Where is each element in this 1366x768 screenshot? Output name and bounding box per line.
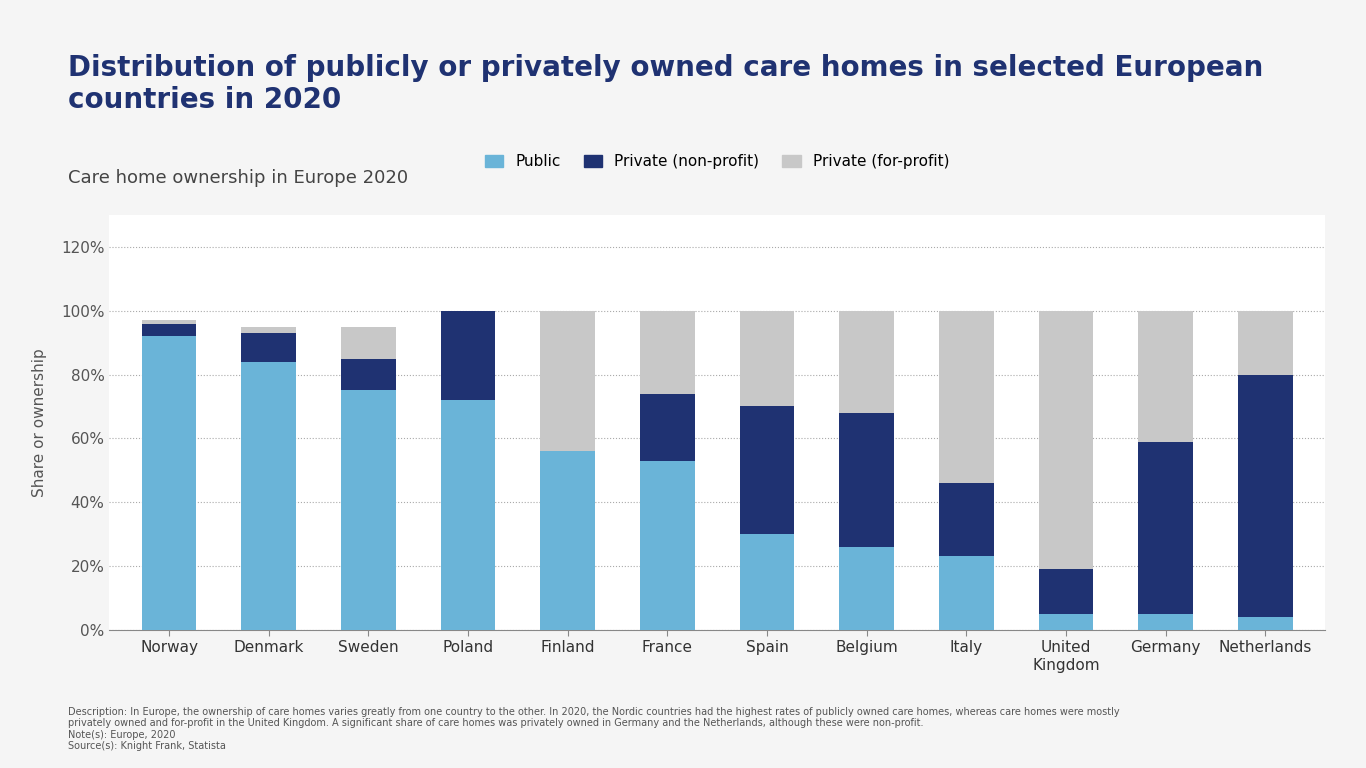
Bar [242, 362, 296, 630]
Bar [1238, 617, 1292, 630]
Bar [242, 333, 296, 362]
Bar [639, 461, 695, 630]
Bar [938, 556, 993, 630]
Bar [839, 311, 893, 413]
Bar [639, 394, 695, 461]
Bar [739, 534, 795, 630]
Bar [1238, 375, 1292, 617]
Bar [739, 406, 795, 534]
Text: Distribution of publicly or privately owned care homes in selected European
coun: Distribution of publicly or privately ow… [68, 54, 1264, 114]
Bar [142, 336, 197, 630]
Bar [242, 326, 296, 333]
Bar [541, 311, 596, 451]
Bar [342, 326, 396, 359]
Bar [1138, 311, 1193, 442]
Bar [1038, 311, 1093, 569]
Bar [739, 311, 795, 406]
Bar [639, 311, 695, 394]
Bar [839, 547, 893, 630]
Bar [342, 390, 396, 630]
Text: Description: In Europe, the ownership of care homes varies greatly from one coun: Description: In Europe, the ownership of… [68, 707, 1120, 751]
Bar [839, 413, 893, 547]
Bar [441, 400, 496, 630]
Bar [938, 311, 993, 483]
Bar [441, 311, 496, 400]
Bar [938, 483, 993, 556]
Bar [541, 451, 596, 630]
Bar [1038, 569, 1093, 614]
Text: Care home ownership in Europe 2020: Care home ownership in Europe 2020 [68, 169, 408, 187]
Bar [1138, 614, 1193, 630]
Legend: Public, Private (non-profit), Private (for-profit): Public, Private (non-profit), Private (f… [479, 148, 955, 175]
Bar [142, 323, 197, 336]
Bar [142, 320, 197, 323]
Bar [1138, 442, 1193, 614]
Y-axis label: Share or ownership: Share or ownership [31, 348, 46, 497]
Bar [342, 359, 396, 390]
Bar [1238, 311, 1292, 375]
Bar [1038, 614, 1093, 630]
